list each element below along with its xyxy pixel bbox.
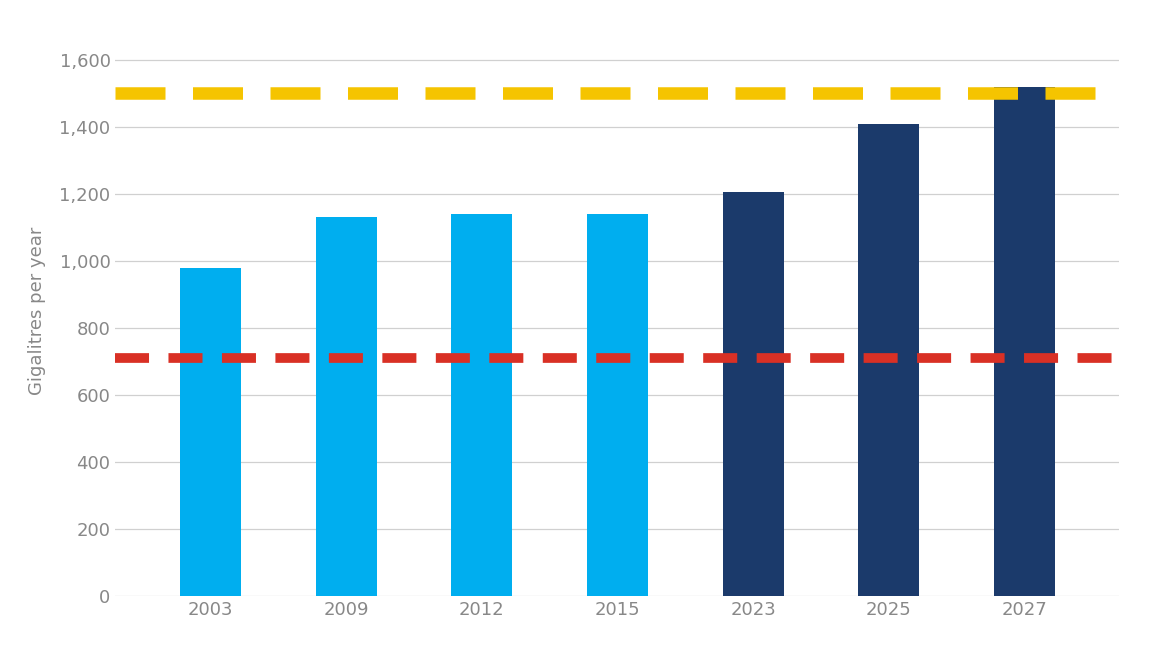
Y-axis label: Gigalitres per year: Gigalitres per year (28, 227, 45, 395)
Bar (722, 192, 784, 596)
Bar (994, 87, 1055, 596)
Bar (315, 217, 376, 596)
Bar (451, 214, 512, 596)
Bar (859, 124, 920, 596)
Bar (180, 267, 241, 596)
Bar (587, 214, 647, 596)
